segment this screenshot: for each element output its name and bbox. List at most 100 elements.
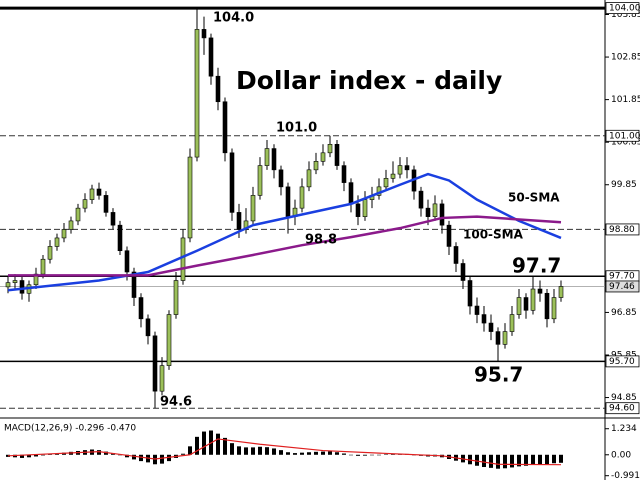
series-label: 50-SMA xyxy=(508,191,560,205)
candle-body xyxy=(341,165,347,183)
candle-body xyxy=(19,280,25,294)
y-tick-label: 1.234 xyxy=(611,424,637,434)
candle-body xyxy=(495,331,501,345)
level-label: 101.00 xyxy=(609,131,640,141)
candle-body xyxy=(348,182,354,205)
macd-bar xyxy=(272,448,276,455)
level-label: 98.80 xyxy=(609,225,635,235)
y-tick-label: 96.85 xyxy=(611,308,637,318)
candle-body xyxy=(264,148,270,166)
candle-body xyxy=(250,195,256,222)
level-box xyxy=(605,223,640,236)
macd-bar xyxy=(517,454,521,467)
candle-body xyxy=(327,144,333,154)
level-box xyxy=(605,280,640,293)
macd-bar xyxy=(160,454,164,464)
candle-body xyxy=(460,263,466,281)
annotation: 104.0 xyxy=(213,11,254,26)
candle-body xyxy=(222,101,228,154)
macd-bar xyxy=(202,431,206,455)
candle-body xyxy=(439,203,445,226)
candle-body xyxy=(89,188,95,200)
macd-bar xyxy=(118,454,122,456)
annotation: 101.0 xyxy=(276,121,317,136)
candle-body xyxy=(383,178,389,188)
macd-bar xyxy=(363,454,367,456)
price-panel: 103.85102.85101.85100.8599.8596.8595.859… xyxy=(0,2,640,415)
series-label: 100-SMA xyxy=(463,228,524,242)
chart-title: Dollar index - daily xyxy=(236,66,502,95)
macd-bar xyxy=(223,437,227,455)
candle-body xyxy=(82,199,88,209)
level-box xyxy=(605,2,640,15)
macd-bar xyxy=(307,452,311,455)
y-tick-label: 0.00 xyxy=(611,450,631,460)
macd-bar xyxy=(188,446,192,455)
macd-bar xyxy=(475,454,479,466)
candle-body xyxy=(390,173,396,179)
candle-body xyxy=(509,314,515,332)
candle-body xyxy=(418,190,424,209)
candle-body xyxy=(355,203,361,217)
candle-body xyxy=(215,75,221,103)
macd-bar xyxy=(48,454,52,455)
y-tick-label: 99.85 xyxy=(611,180,637,190)
candle-body xyxy=(138,297,144,320)
macd-panel: 1.234 0.00 -0.991 xyxy=(6,424,640,480)
candle-body xyxy=(103,195,109,213)
level-box xyxy=(605,355,640,368)
macd-bar xyxy=(230,443,234,455)
candle-body xyxy=(278,169,284,188)
macd-bar xyxy=(132,454,136,460)
candle-body xyxy=(530,288,536,311)
y-tick-label: -0.991 xyxy=(611,471,640,480)
candle-body xyxy=(47,246,53,260)
candle-body xyxy=(432,203,438,217)
candle-body xyxy=(40,258,46,275)
candle-body xyxy=(544,292,550,320)
candle-body xyxy=(159,365,165,392)
annotation: 97.7 xyxy=(512,254,561,278)
macd-bar xyxy=(314,451,318,455)
level-label: 104.00 xyxy=(609,4,640,14)
macd-bar xyxy=(482,454,486,468)
candle-body xyxy=(145,318,151,337)
candle-body xyxy=(166,314,172,366)
macd-bar xyxy=(216,433,220,455)
candle-body xyxy=(537,288,543,294)
candle-body xyxy=(173,280,179,315)
candle-body xyxy=(194,29,200,158)
macd-bar xyxy=(251,447,255,455)
macd-bar xyxy=(328,451,332,455)
macd-bar xyxy=(258,446,262,455)
macd-bar xyxy=(20,454,24,458)
macd-bar xyxy=(27,454,31,458)
candle-body xyxy=(201,29,207,39)
annotation: 98.8 xyxy=(305,233,337,248)
macd-bar xyxy=(125,454,129,458)
macd-bar xyxy=(181,453,185,455)
sma-line xyxy=(8,215,562,277)
macd-bar xyxy=(244,447,248,455)
candle-body xyxy=(110,212,116,226)
macd-bar xyxy=(265,447,269,455)
level-box xyxy=(605,129,640,142)
candle-body xyxy=(488,322,494,332)
macd-bar xyxy=(139,454,143,462)
y-tick-label: 94.85 xyxy=(611,393,637,403)
level-box xyxy=(605,402,640,415)
macd-label: MACD(12,26,9) -0.296 -0.470 xyxy=(4,424,136,434)
macd-bar xyxy=(503,454,507,469)
candle-body xyxy=(334,144,340,166)
candle-body xyxy=(117,224,123,252)
macd-bar xyxy=(489,454,493,468)
macd-bar xyxy=(167,454,171,462)
macd-bar xyxy=(293,453,297,455)
candle-body xyxy=(5,282,11,288)
annotation: 94.6 xyxy=(160,395,192,410)
candle-body xyxy=(481,314,487,324)
candle-body xyxy=(516,297,522,315)
macd-bar xyxy=(370,454,374,456)
